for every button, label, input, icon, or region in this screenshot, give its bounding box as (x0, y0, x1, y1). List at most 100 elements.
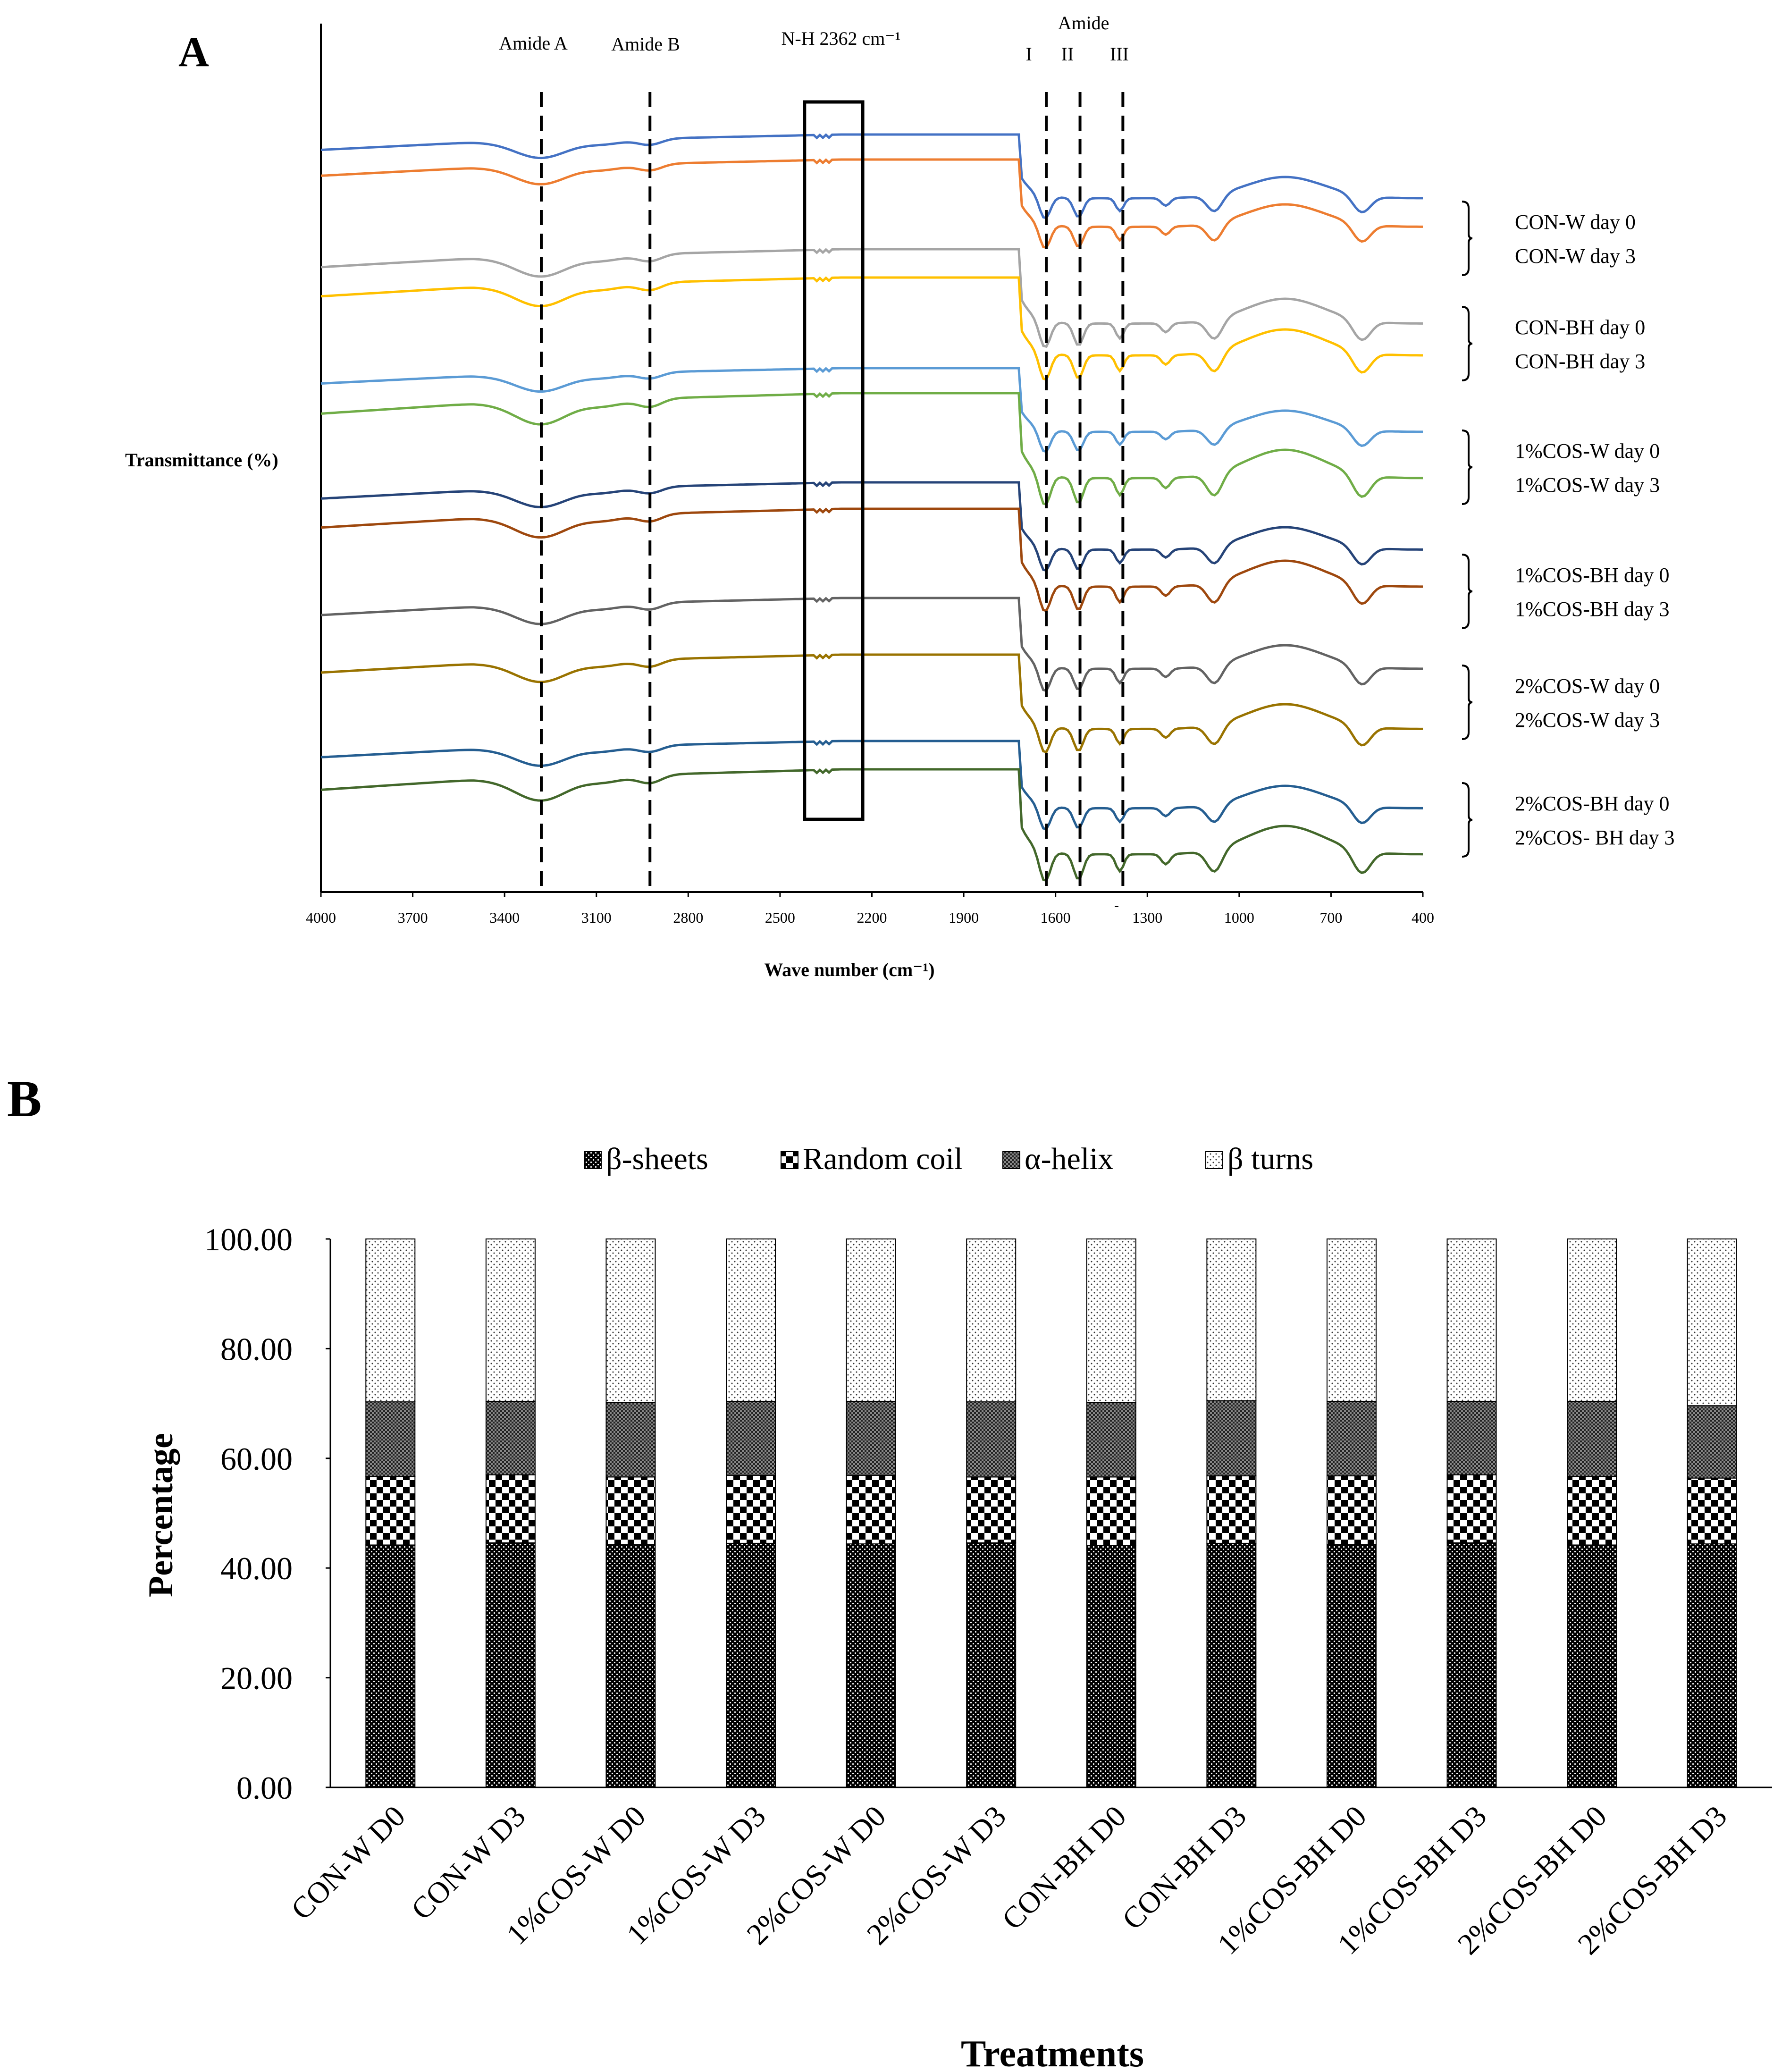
group-brace (1462, 430, 1473, 505)
y-tick-label: 40.00 (220, 1550, 293, 1586)
x-tick-label: 400 (1412, 909, 1434, 926)
bar-segment (846, 1238, 896, 1402)
x-tick-label: 700 (1319, 909, 1342, 926)
panel-b-y-label: Percentage (142, 1433, 180, 1597)
band-markers (540, 92, 1125, 887)
category-label: CON-BH D0 (995, 1799, 1132, 1936)
x-tick-label: 1000 (1224, 909, 1254, 926)
x-tick-label: 3700 (398, 909, 428, 926)
bar-segment (1086, 1545, 1136, 1788)
bar-segment (1206, 1400, 1257, 1476)
bar-segment (966, 1542, 1017, 1788)
bar-segment (726, 1474, 776, 1544)
group-label-day3: 1%COS-W day 3 (1515, 473, 1660, 497)
bar-segment (1687, 1238, 1737, 1407)
group-label-day0: 2%COS-W day 0 (1515, 674, 1660, 698)
spectrum-line (320, 740, 1423, 831)
group-label-day3: CON-W day 3 (1515, 244, 1636, 268)
panel-b-x-label: Treatments (961, 2033, 1144, 2072)
bar-segment (966, 1476, 1017, 1543)
amide-b-label: Amide B (611, 34, 680, 55)
amide-i-label: I (1025, 43, 1032, 65)
spectrum-line (320, 367, 1423, 453)
bar-segment (485, 1542, 536, 1788)
bar-segment (605, 1544, 656, 1788)
amide-ii-label: II (1061, 43, 1074, 65)
bar-segment (365, 1238, 416, 1403)
bar-segment (485, 1400, 536, 1475)
ftir-spectra (320, 133, 1423, 882)
legend-swatch (1002, 1151, 1020, 1169)
bar-segment (1206, 1475, 1257, 1544)
x-tick-label: 4000 (306, 909, 336, 926)
panel-a-label: A (178, 29, 209, 76)
bar-segment (365, 1544, 416, 1788)
y-tick-label: 100.00 (204, 1221, 293, 1257)
legend-label: Random coil (803, 1142, 963, 1176)
bar-segment (365, 1401, 416, 1477)
bar-segment (1086, 1476, 1136, 1546)
bar-segment (1206, 1542, 1257, 1788)
spectrum-line (320, 133, 1423, 219)
panel-b-axes: 0.00 20.00 40.00 60.00 80.00 100.00 (204, 1221, 1772, 1806)
bar-segment (726, 1238, 776, 1402)
spectrum-line (320, 158, 1423, 249)
bar-segment (1326, 1544, 1377, 1788)
group-label-day3: 2%COS-W day 3 (1515, 708, 1660, 732)
bar-segment (1326, 1238, 1377, 1402)
bar-segment (1687, 1543, 1737, 1788)
group-brace (1462, 306, 1473, 381)
panel-a-x-ticks: 4000 3700 3400 3100 2800 2500 2200 1900 1600 1300… (306, 892, 1434, 926)
group-label-day0: 2%COS-BH day 0 (1515, 792, 1670, 815)
y-tick-label: 20.00 (220, 1660, 293, 1696)
bar-segment (1567, 1476, 1617, 1546)
bar-segment (1446, 1400, 1497, 1475)
x-tick-label: 1300 (1132, 909, 1162, 926)
y-tick-label: 80.00 (220, 1331, 293, 1367)
bar-segment (1206, 1238, 1257, 1401)
spectrum-line (320, 392, 1423, 506)
group-label-day3: 1%COS-BH day 3 (1515, 598, 1670, 621)
spectrum-line (320, 276, 1423, 381)
y-tick-label: 60.00 (220, 1441, 293, 1477)
category-label: CON-W D0 (285, 1799, 412, 1926)
x-tick-label: 3400 (489, 909, 520, 926)
bar-segment (1567, 1544, 1617, 1788)
bar-segment (846, 1474, 896, 1545)
amide-a-label: Amide A (499, 33, 568, 54)
legend: β-sheets Random coil α-helix β turns (584, 1142, 1313, 1176)
group-brace (1462, 665, 1473, 740)
bar-segment (1567, 1400, 1617, 1477)
bar-segment (605, 1402, 656, 1478)
legend-label: β turns (1227, 1142, 1313, 1176)
bar-segment (605, 1476, 656, 1545)
x-tick-label: 1900 (949, 909, 979, 926)
group-brace (1462, 201, 1473, 276)
bar-segment (1446, 1542, 1497, 1788)
panel-b-label: B (7, 1070, 42, 1128)
x-tick-label: 2500 (765, 909, 795, 926)
group-label-day0: 1%COS-W day 0 (1515, 439, 1660, 463)
spectrum-line (320, 653, 1423, 754)
spectrum-line (320, 248, 1423, 348)
bar-segment (1687, 1477, 1737, 1545)
panel-a-y-label: Transmittance (%) (125, 449, 278, 471)
bar-segment (365, 1476, 416, 1546)
group-label-day0: CON-W day 0 (1515, 211, 1636, 234)
x-tick-label: 2200 (857, 909, 887, 926)
category-label: CON-W D3 (404, 1799, 531, 1926)
group-label-day0: 1%COS-BH day 0 (1515, 564, 1670, 587)
bar-segment (1687, 1405, 1737, 1479)
legend-swatch (584, 1151, 602, 1169)
bar-segment (485, 1238, 536, 1402)
y-tick-label: 0.00 (236, 1770, 293, 1806)
bar-segment (1326, 1400, 1377, 1476)
spectrum-line (320, 768, 1423, 882)
sample-group-labels: CON-W day 0 CON-W day 3 CON-BH day 0 CON-BH… (1462, 201, 1675, 858)
bar-segment (1446, 1238, 1497, 1402)
stray-mark: - (1114, 898, 1119, 913)
bar-segment (605, 1238, 656, 1403)
bar-segment (1086, 1238, 1136, 1403)
